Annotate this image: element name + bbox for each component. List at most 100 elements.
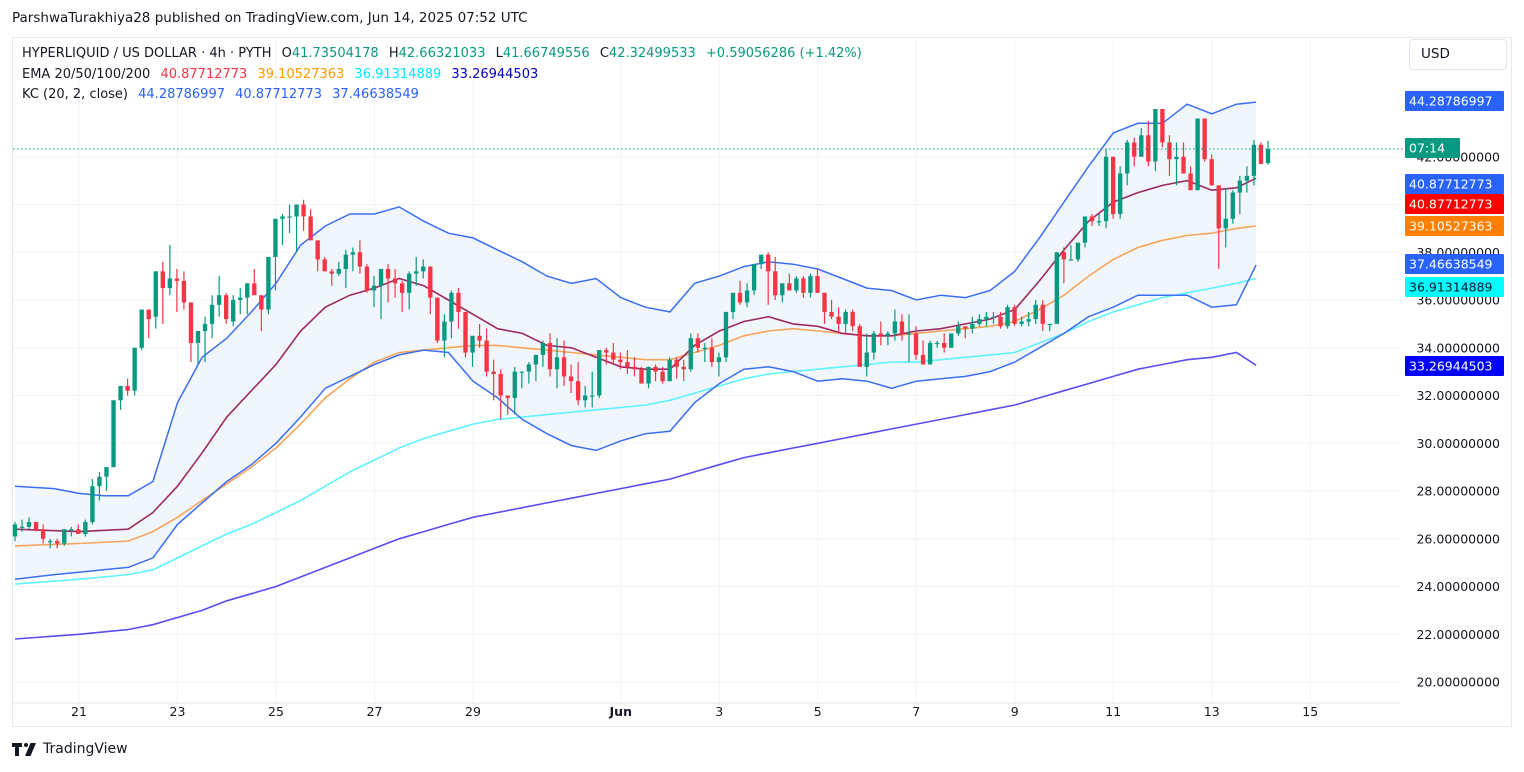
candle-body xyxy=(1160,109,1165,143)
change-value: +0.59056286 (+1.42%) xyxy=(705,46,862,61)
symbol-title[interactable]: HYPERLIQUID / US DOLLAR · 4h · PYTH xyxy=(22,46,272,61)
candle xyxy=(449,290,454,339)
candle xyxy=(1075,242,1081,262)
y-tick-label: 34.00000000 xyxy=(1416,340,1500,355)
candle xyxy=(477,323,482,348)
candle-body xyxy=(984,316,989,320)
candle xyxy=(920,340,926,365)
candle xyxy=(245,283,250,315)
candle xyxy=(19,519,25,532)
currency-button[interactable]: USD xyxy=(1409,39,1507,70)
candle-body xyxy=(871,333,876,353)
candle-body xyxy=(498,374,503,396)
candle-body xyxy=(1174,156,1179,160)
candle xyxy=(118,385,123,410)
candle-body xyxy=(1026,319,1031,322)
candle xyxy=(223,292,229,324)
candle-body xyxy=(1202,118,1207,160)
candle-body xyxy=(12,524,18,537)
candle xyxy=(33,522,39,532)
keltner-channel-fill xyxy=(14,102,1257,580)
candle-body xyxy=(1089,216,1095,222)
candle-body xyxy=(407,273,412,293)
candle xyxy=(104,467,109,491)
candle xyxy=(639,366,644,384)
candle xyxy=(1153,109,1158,172)
candle-body xyxy=(977,319,982,324)
candle xyxy=(40,524,46,544)
candle-body xyxy=(1216,185,1221,229)
candle xyxy=(660,366,665,384)
candle xyxy=(984,311,989,327)
candle xyxy=(1117,166,1123,219)
candle-body xyxy=(442,321,447,341)
candle xyxy=(1026,311,1031,327)
candle xyxy=(301,199,306,231)
candle xyxy=(1082,216,1088,248)
low-value: 41.66749556 xyxy=(502,46,590,61)
candle xyxy=(674,357,679,379)
candle-body xyxy=(554,357,560,370)
candle xyxy=(575,362,581,406)
candle-body xyxy=(47,541,53,543)
candle-body xyxy=(653,366,658,372)
candle-body xyxy=(780,283,785,296)
candle-body xyxy=(533,354,539,365)
candle-body xyxy=(547,342,553,370)
candle-body xyxy=(702,347,708,349)
candle-body xyxy=(1061,252,1067,260)
ema50-tag-bg xyxy=(1405,216,1504,236)
candle xyxy=(1244,166,1250,193)
ema20-tag-label: 40.87712773 xyxy=(1409,197,1493,212)
candle xyxy=(702,342,708,363)
candle-body xyxy=(97,476,102,487)
candle-body xyxy=(991,316,996,318)
candle-body xyxy=(1167,142,1172,160)
candle-body xyxy=(19,526,25,529)
candle-body xyxy=(392,278,398,284)
candle-body xyxy=(1019,321,1024,324)
candle-body xyxy=(491,371,496,375)
candle xyxy=(737,280,743,305)
candle-body xyxy=(153,271,158,317)
candle xyxy=(1103,149,1109,229)
candle-body xyxy=(195,331,201,343)
candle xyxy=(195,331,201,365)
candle xyxy=(956,321,961,336)
candle-body xyxy=(139,309,144,348)
candle xyxy=(688,333,693,372)
kc-lower-value: 37.46638549 xyxy=(332,87,419,102)
candle xyxy=(913,326,919,360)
candle-body xyxy=(1125,142,1130,174)
candle-body xyxy=(470,335,475,353)
legend-ema-row[interactable]: EMA 20/50/100/200 40.87712773 39.1052736… xyxy=(22,65,868,86)
candle xyxy=(991,311,996,324)
ema200-line xyxy=(14,351,1257,640)
candle-body xyxy=(1251,144,1257,176)
candle xyxy=(55,538,60,549)
footer-brand[interactable]: TradingView xyxy=(12,741,128,757)
candle-body xyxy=(329,271,334,274)
price-tags: 44.28786997 07:14 40.87712773 40.87712773 39… xyxy=(1405,91,1504,376)
candle xyxy=(421,259,426,279)
candle-body xyxy=(160,271,165,289)
candle xyxy=(1033,300,1038,324)
y-tick-label: 26.00000000 xyxy=(1416,531,1500,546)
legend-kc-row[interactable]: KC (20, 2, close) 44.28786997 40.8771277… xyxy=(22,85,868,106)
candle xyxy=(758,254,764,269)
candle xyxy=(561,340,567,386)
candle xyxy=(371,276,377,308)
candle xyxy=(336,261,341,277)
candle-body xyxy=(949,333,954,348)
candle-body xyxy=(209,304,215,324)
kc-lower-tag-bg xyxy=(1405,254,1504,274)
x-tick-label: 15 xyxy=(1302,704,1318,719)
candle-body xyxy=(259,295,264,310)
kc-upper-line xyxy=(14,101,1257,497)
candle xyxy=(533,354,539,382)
candle-body xyxy=(202,323,208,332)
x-tick-label: 21 xyxy=(71,704,87,719)
candle xyxy=(26,517,32,530)
candle-body xyxy=(245,283,250,298)
